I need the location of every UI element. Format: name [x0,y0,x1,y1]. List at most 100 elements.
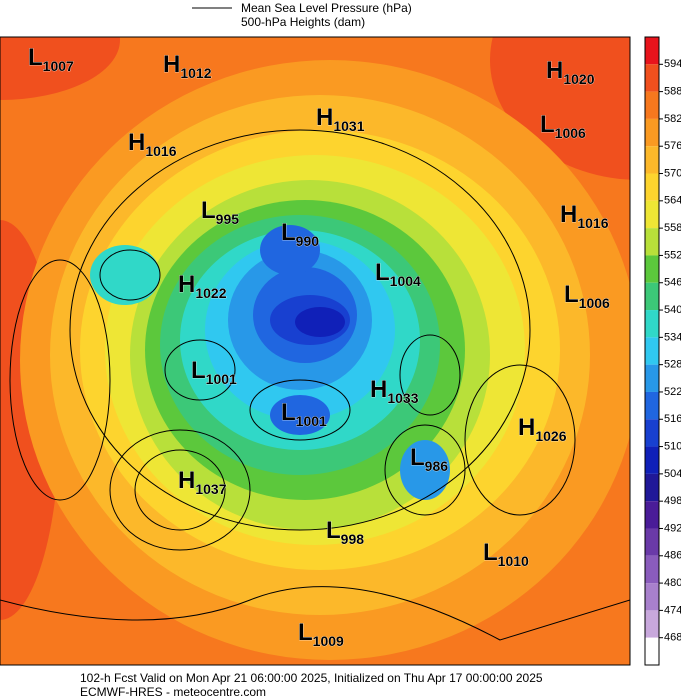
isobar [249,379,351,441]
colorbar-label: 576 [664,140,681,152]
center-value: 1033 [387,390,418,406]
center-value: 1016 [145,143,176,159]
colorbar-swatch [645,37,659,65]
center-kind: L [28,44,43,71]
center-value: 1012 [180,65,211,81]
pressure-center: H1012 [163,51,212,81]
colorbar-swatch [645,364,659,392]
pressure-center: H1022 [178,271,227,301]
colorbar-label: 552 [664,249,681,261]
center-value: 1009 [313,633,344,649]
center-kind: L [564,281,579,308]
colorbar-swatch [645,637,659,665]
center-value: 998 [341,531,365,547]
center-value: 986 [425,458,449,474]
colorbar-label: 534 [664,331,681,343]
pressure-center: L995 [201,197,239,227]
colorbar-label: 510 [664,440,681,452]
height-band [270,395,330,435]
pressure-center: L1001 [281,399,327,429]
pressure-center: L1004 [375,259,421,289]
center-kind: H [178,467,195,494]
colorbar-swatch [645,528,659,556]
center-value: 1026 [535,428,566,444]
colorbar: 594 588 582 576 570 564 558 552 546 540 534 528 522 5… [644,36,681,666]
center-value: 1022 [195,285,226,301]
colorbar-label: 546 [664,277,681,289]
colorbar-swatch [645,501,659,529]
colorbar-label: 522 [664,386,681,398]
colorbar-label: 504 [664,468,681,480]
colorbar-swatch [645,255,659,283]
center-kind: H [316,104,333,131]
center-kind: L [540,111,555,138]
pressure-center: H1033 [370,376,419,406]
center-kind: L [298,619,313,646]
center-value: 1031 [333,118,364,134]
height-band [295,307,345,337]
colorbar-swatch [645,91,659,119]
height-band [90,245,160,305]
center-value: 1004 [390,273,421,289]
colorbar-swatch [645,146,659,174]
colorbar-swatch [645,228,659,256]
pressure-center: L1006 [540,111,586,141]
isobar [384,424,466,516]
center-value: 1016 [577,215,608,231]
center-kind: L [191,357,206,384]
pressure-center: L1010 [483,539,529,569]
colorbar-swatch [645,419,659,447]
colorbar-label: 570 [664,167,681,179]
center-value: 1020 [563,71,594,87]
isobars [0,129,630,641]
colorbar-swatch [645,391,659,420]
colorbar-swatch [645,118,659,147]
colorbar-swatch [645,446,659,474]
pressure-center: L990 [281,219,319,249]
colorbar-label: 480 [664,577,681,589]
colorbar-label: 564 [664,195,681,207]
colorbar-label: 540 [664,304,681,316]
center-value: 990 [296,233,320,249]
colorbar-swatch [645,200,659,229]
colorbar-label: 516 [664,413,681,425]
legend-heights: 500-hPa Heights (dam) [241,15,365,29]
height-band [260,225,320,275]
height-band [400,440,450,500]
pressure-center: L986 [410,444,448,474]
colorbar-swatch [645,555,659,584]
center-kind: L [410,444,425,471]
center-value: 1006 [555,125,586,141]
center-value: 1037 [195,481,226,497]
colorbar-label: 468 [664,632,681,644]
pressure-center: L1007 [28,44,74,74]
colorbar-label: 558 [664,222,681,234]
colorbar-swatch [645,610,659,638]
isobar [99,249,161,301]
colorbar-label: 582 [664,113,681,125]
center-kind: L [201,197,216,224]
center-kind: H [546,57,563,84]
isobar [0,586,630,641]
isobar [399,334,461,416]
colorbar-swatch [645,173,659,201]
center-kind: H [178,271,195,298]
center-kind: L [281,399,296,426]
height-field [0,37,630,665]
colorbar-label: 498 [664,495,681,507]
center-value: 1001 [206,371,237,387]
isobar [9,259,111,501]
map-frame [0,36,631,666]
footer-valid: 102-h Fcst Valid on Mon Apr 21 06:00:00 … [80,671,543,685]
center-kind: L [483,539,498,566]
isobar [464,364,576,516]
center-kind: L [326,517,341,544]
isobar [69,129,531,531]
footer-source: ECMWF-HRES - meteocentre.com [80,685,266,699]
center-kind: H [163,51,180,78]
center-value: 1007 [43,58,74,74]
colorbar-frame [644,36,660,666]
colorbar-swatch [645,64,659,92]
